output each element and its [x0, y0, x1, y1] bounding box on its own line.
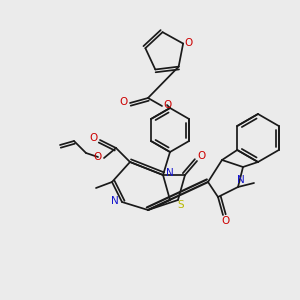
Text: O: O: [163, 100, 171, 110]
Text: O: O: [120, 97, 128, 107]
Text: O: O: [90, 133, 98, 143]
Text: O: O: [197, 151, 205, 161]
Text: O: O: [221, 216, 229, 226]
Text: S: S: [178, 200, 184, 210]
Text: N: N: [237, 175, 245, 185]
Text: N: N: [111, 196, 119, 206]
Text: O: O: [184, 38, 192, 47]
Text: O: O: [94, 152, 102, 162]
Text: N: N: [166, 168, 174, 178]
